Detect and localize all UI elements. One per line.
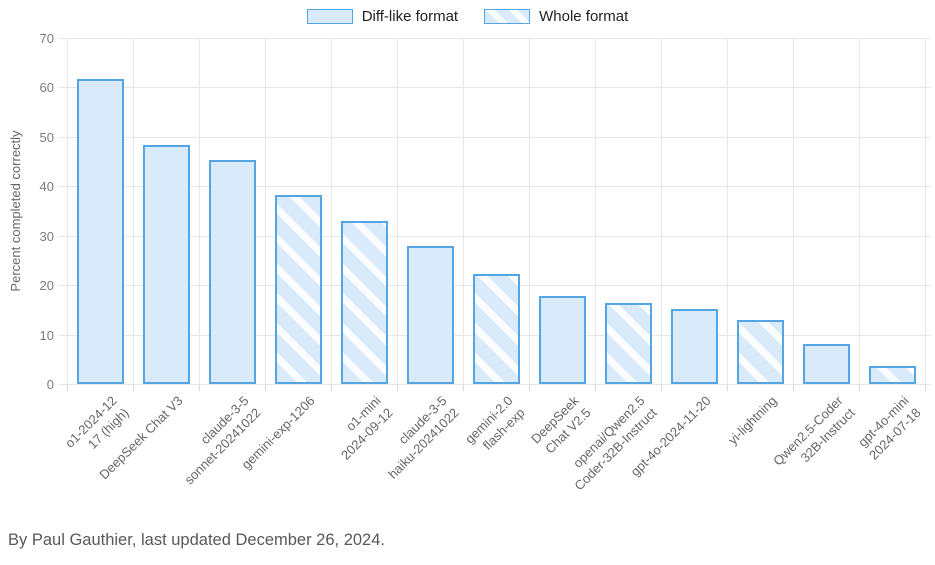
gridline-vertical	[529, 38, 530, 384]
gridline-horizontal	[59, 235, 931, 237]
x-axis-tick-mark	[397, 384, 398, 391]
x-axis-tick-mark	[463, 384, 464, 391]
x-axis-tick-mark	[859, 384, 860, 391]
gridline-vertical	[463, 38, 464, 384]
x-axis-tick-mark	[793, 384, 794, 391]
legend-swatch-striped-icon	[484, 9, 531, 24]
gridline-horizontal	[59, 384, 931, 385]
legend-item-diff-format[interactable]: Diff-like format	[306, 8, 459, 25]
gridline-vertical	[595, 38, 596, 384]
bar-deepseek-chat-v3[interactable]	[142, 144, 190, 384]
legend-label-diff: Diff-like format	[361, 8, 459, 25]
gridline-vertical	[133, 38, 134, 384]
y-axis-tick-label: 30	[39, 228, 54, 244]
bar-deepseek-chat-v2-5[interactable]	[538, 296, 586, 384]
x-axis-tick-mark	[133, 384, 134, 391]
y-axis-tick-label: 70	[39, 31, 54, 46]
x-axis-tick-mark	[727, 384, 728, 391]
gridline-vertical	[199, 38, 200, 384]
gridline-horizontal	[59, 186, 931, 188]
x-axis-tick-mark	[529, 384, 530, 391]
gridline-vertical	[793, 38, 794, 384]
gridline-vertical	[661, 38, 662, 384]
bar-claude-3-5-haiku-20241022[interactable]	[406, 245, 454, 384]
gridline-vertical	[859, 38, 860, 384]
x-axis-tick-mark	[925, 384, 926, 391]
x-axis-tick-mark	[265, 384, 266, 391]
y-axis-tick-label: 60	[39, 80, 54, 96]
x-axis-tick-mark	[661, 384, 662, 391]
bar-gemini-2-0-flash-exp[interactable]	[472, 274, 520, 384]
gridline-vertical	[67, 38, 68, 384]
benchmark-bar-chart: Diff-like format Whole format Percent co…	[0, 8, 935, 493]
gridline-vertical	[331, 38, 332, 384]
bar-qwen2-5-coder-32b-instruct[interactable]	[802, 344, 850, 384]
bar-claude-3-5-sonnet-20241022[interactable]	[208, 160, 256, 384]
chart-legend: Diff-like format Whole format	[0, 8, 935, 25]
gridline-horizontal	[59, 136, 931, 138]
gridline-vertical	[727, 38, 728, 384]
x-axis-tick-mark	[199, 384, 200, 391]
legend-item-whole-format[interactable]: Whole format	[484, 8, 628, 25]
gridline-vertical	[925, 38, 926, 384]
y-axis-tick-label: 0	[46, 377, 54, 392]
legend-label-whole: Whole format	[539, 8, 629, 25]
x-axis-tick-mark	[595, 384, 596, 391]
byline-text: By Paul Gauthier, last updated December …	[8, 531, 385, 549]
gridline-vertical	[397, 38, 398, 384]
bar-o1-mini-2024-09-12[interactable]	[340, 221, 388, 384]
gridline-vertical	[265, 38, 266, 384]
x-axis-tick-mark	[331, 384, 332, 391]
y-axis-tick-label: 40	[39, 179, 54, 195]
gridline-horizontal	[59, 87, 931, 89]
gridline-horizontal	[59, 38, 931, 39]
bar-openai-qwen2-5-coder-32b-instruct[interactable]	[604, 302, 652, 384]
y-axis-tick-label: 20	[39, 278, 54, 294]
bar-gpt-4o-mini-2024-07-18[interactable]	[868, 366, 916, 384]
bar-gpt-4o-2024-11-20[interactable]	[670, 309, 718, 384]
bar-o1-2024-12-17-high[interactable]	[76, 79, 124, 384]
x-axis-tick-mark	[67, 384, 68, 391]
y-axis-tick-label: 50	[39, 129, 54, 145]
bar-yi-lightning[interactable]	[736, 320, 784, 384]
legend-swatch-solid-icon	[306, 9, 353, 24]
bar-gemini-exp-1206[interactable]	[274, 195, 322, 384]
y-axis-tick-label: 10	[39, 327, 54, 343]
